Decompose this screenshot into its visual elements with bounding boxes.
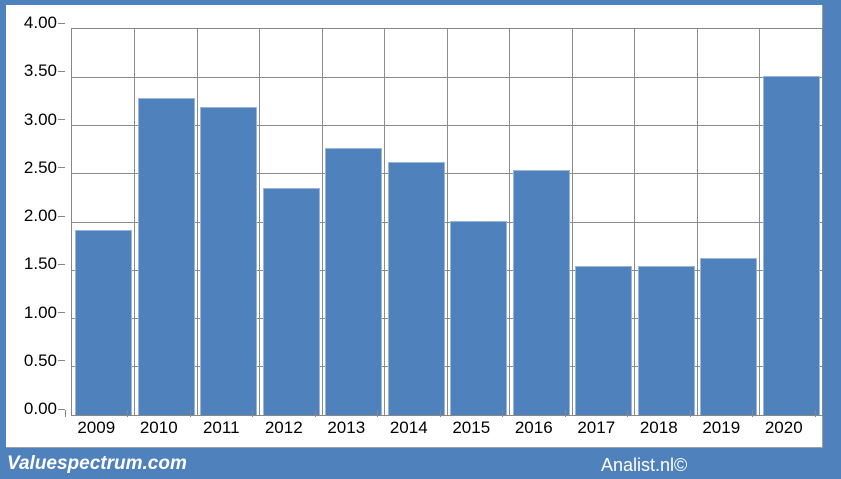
gridline-vertical — [759, 29, 760, 415]
bar-2016 — [512, 169, 570, 415]
x-axis-tick — [314, 410, 316, 417]
x-axis-tick — [127, 410, 128, 417]
gridline-vertical — [446, 29, 448, 415]
x-axis-label: 2018 — [639, 418, 678, 437]
y-axis-label: 2.00 — [23, 206, 57, 225]
footer-attribution: Analist.nl© — [601, 455, 688, 475]
x-axis-label: 2016 — [514, 418, 553, 437]
bar-2020 — [762, 76, 820, 415]
gridline-vertical — [134, 29, 135, 415]
y-axis-label: 0.50 — [23, 350, 57, 370]
x-axis-label: 2020 — [764, 418, 803, 437]
gridline-vertical — [196, 29, 198, 415]
y-axis-label: 3.00 — [23, 109, 57, 129]
gridline-vertical — [696, 29, 698, 415]
gridline-vertical — [259, 29, 260, 415]
x-axis-label: 2009 — [77, 418, 116, 437]
y-axis-label: 1.50 — [23, 254, 57, 274]
x-axis-label: 2015 — [452, 418, 491, 437]
y-axis-tick — [58, 167, 65, 169]
x-axis-tick — [564, 410, 566, 417]
bar-2019 — [700, 257, 757, 415]
bar-2013 — [325, 147, 382, 415]
y-axis-tick — [58, 360, 65, 362]
x-axis-tick — [252, 410, 253, 417]
footer-brand: Valuespectrum.com — [7, 453, 187, 474]
x-axis-tick — [439, 410, 441, 417]
bar-2018 — [637, 266, 695, 415]
x-axis-label: 2013 — [327, 418, 366, 437]
x-axis-tick — [689, 410, 691, 417]
gridline-vertical — [384, 29, 385, 415]
x-axis-tick — [502, 410, 503, 417]
x-axis-tick — [189, 410, 191, 417]
y-axis-label: 3.50 — [23, 61, 57, 81]
y-axis-tick — [58, 312, 65, 313]
x-axis-label: 2014 — [389, 418, 428, 437]
y-axis-label: 2.50 — [23, 157, 57, 177]
y-axis-tick — [58, 119, 65, 120]
bar-2011 — [200, 107, 257, 415]
y-axis-label: 1.00 — [23, 302, 57, 322]
y-axis-tick — [58, 70, 65, 72]
gridline-vertical — [634, 29, 635, 415]
bar-2015 — [450, 221, 507, 415]
bar-2012 — [262, 188, 320, 415]
x-axis-label: 2017 — [577, 418, 616, 437]
x-axis-tick — [814, 410, 816, 417]
x-axis-tick — [377, 410, 378, 417]
y-axis-label: 0.00 — [23, 399, 57, 418]
bar-2017 — [575, 266, 632, 415]
gridline-vertical — [321, 29, 323, 415]
gridline-vertical — [571, 29, 573, 415]
x-axis-label: 2010 — [139, 418, 178, 437]
y-axis-tick — [58, 408, 65, 410]
x-axis-label: 2012 — [264, 418, 303, 437]
plot-area — [71, 28, 823, 416]
y-axis-tick — [58, 215, 65, 217]
y-axis-label: 4.00 — [23, 13, 57, 32]
x-axis-tick — [627, 410, 628, 417]
chart-panel — [6, 5, 823, 448]
y-axis-tick — [58, 22, 65, 24]
bar-2014 — [387, 162, 445, 415]
bar-2009 — [75, 229, 132, 415]
x-axis-tick — [752, 410, 753, 417]
x-axis-tick — [64, 410, 66, 417]
x-axis-label: 2011 — [202, 418, 240, 437]
gridline-vertical — [509, 29, 510, 415]
x-axis-label: 2019 — [702, 418, 741, 437]
bar-2010 — [137, 98, 195, 415]
y-axis-tick — [58, 263, 65, 265]
